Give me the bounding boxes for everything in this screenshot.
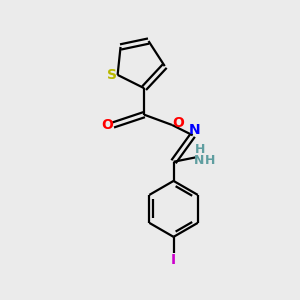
Text: S: S <box>107 68 117 82</box>
Text: O: O <box>172 116 184 130</box>
Text: N: N <box>188 123 200 137</box>
Text: I: I <box>171 253 176 266</box>
Text: O: O <box>101 118 113 132</box>
Text: N: N <box>194 154 204 167</box>
Text: H: H <box>205 154 215 167</box>
Text: H: H <box>195 143 205 157</box>
